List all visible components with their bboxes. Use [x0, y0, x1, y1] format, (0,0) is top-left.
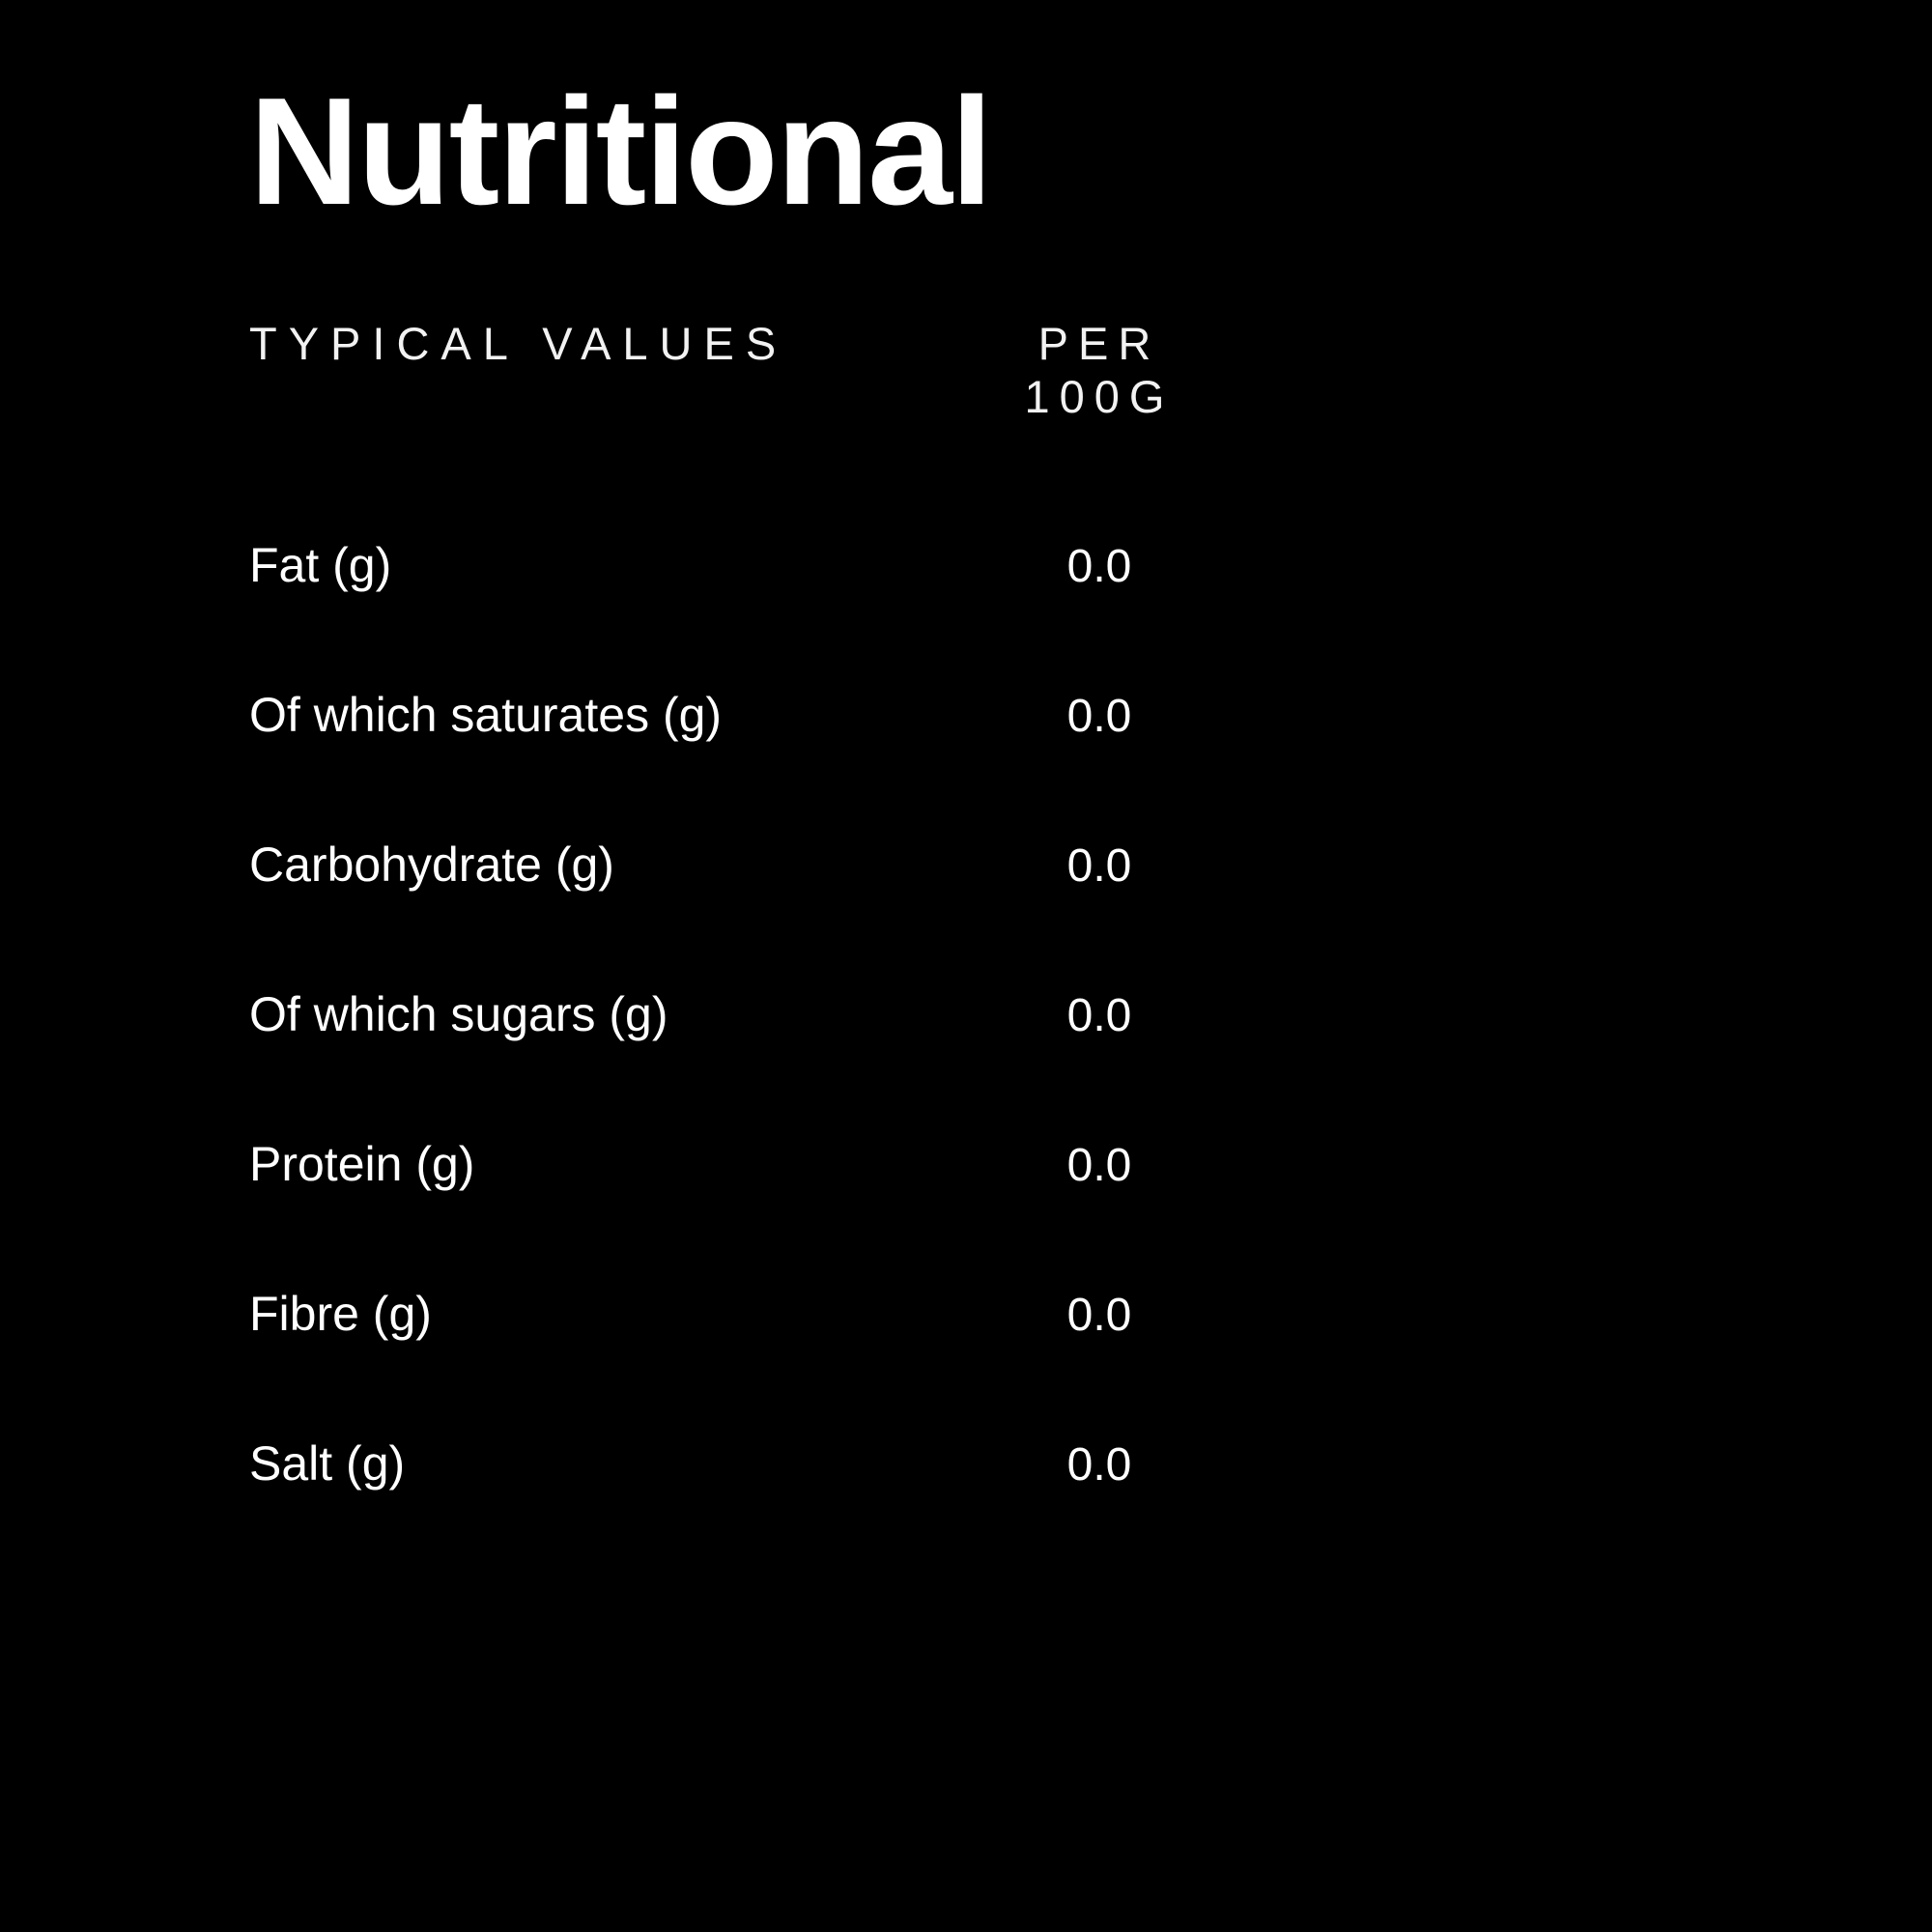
nutrition-rows: Fat (g) 0.0 Of which saturates (g) 0.0 C…: [249, 537, 1244, 1585]
nutrition-row-protein: Protein (g) 0.0: [249, 1136, 1244, 1286]
nutrition-row-carbohydrate: Carbohydrate (g) 0.0: [249, 837, 1244, 986]
row-value: 0.0: [1066, 1290, 1132, 1341]
nutrition-row-fat: Fat (g) 0.0: [249, 537, 1244, 687]
row-value: 0.0: [1066, 541, 1132, 592]
row-label: Fat (g): [249, 538, 392, 592]
row-value: 0.0: [1066, 1140, 1132, 1191]
nutrition-row-salt: Salt (g) 0.0: [249, 1435, 1244, 1585]
nutrition-row-saturates: Of which saturates (g) 0.0: [249, 687, 1244, 837]
row-value: 0.0: [1066, 990, 1132, 1041]
label-content: Nutritional TYPICAL VALUES PER 100G Fat …: [249, 75, 1244, 1585]
row-label: Of which saturates (g): [249, 688, 723, 742]
nutrition-row-fibre: Fibre (g) 0.0: [249, 1286, 1244, 1435]
row-label: Of which sugars (g): [249, 987, 668, 1041]
column-header-per-100g: PER 100G: [1024, 318, 1175, 422]
row-value: 0.0: [1066, 1439, 1132, 1491]
column-header-typical-values: TYPICAL VALUES: [249, 318, 788, 369]
row-label: Salt (g): [249, 1436, 406, 1491]
row-value: 0.0: [1066, 840, 1132, 892]
nutrition-row-sugars: Of which sugars (g) 0.0: [249, 986, 1244, 1136]
row-label: Protein (g): [249, 1137, 475, 1191]
row-label: Carbohydrate (g): [249, 838, 614, 892]
row-value: 0.0: [1066, 691, 1132, 742]
columns-header: TYPICAL VALUES PER 100G: [249, 317, 1244, 423]
label-title: Nutritional: [249, 67, 993, 237]
row-label: Fibre (g): [249, 1287, 432, 1341]
